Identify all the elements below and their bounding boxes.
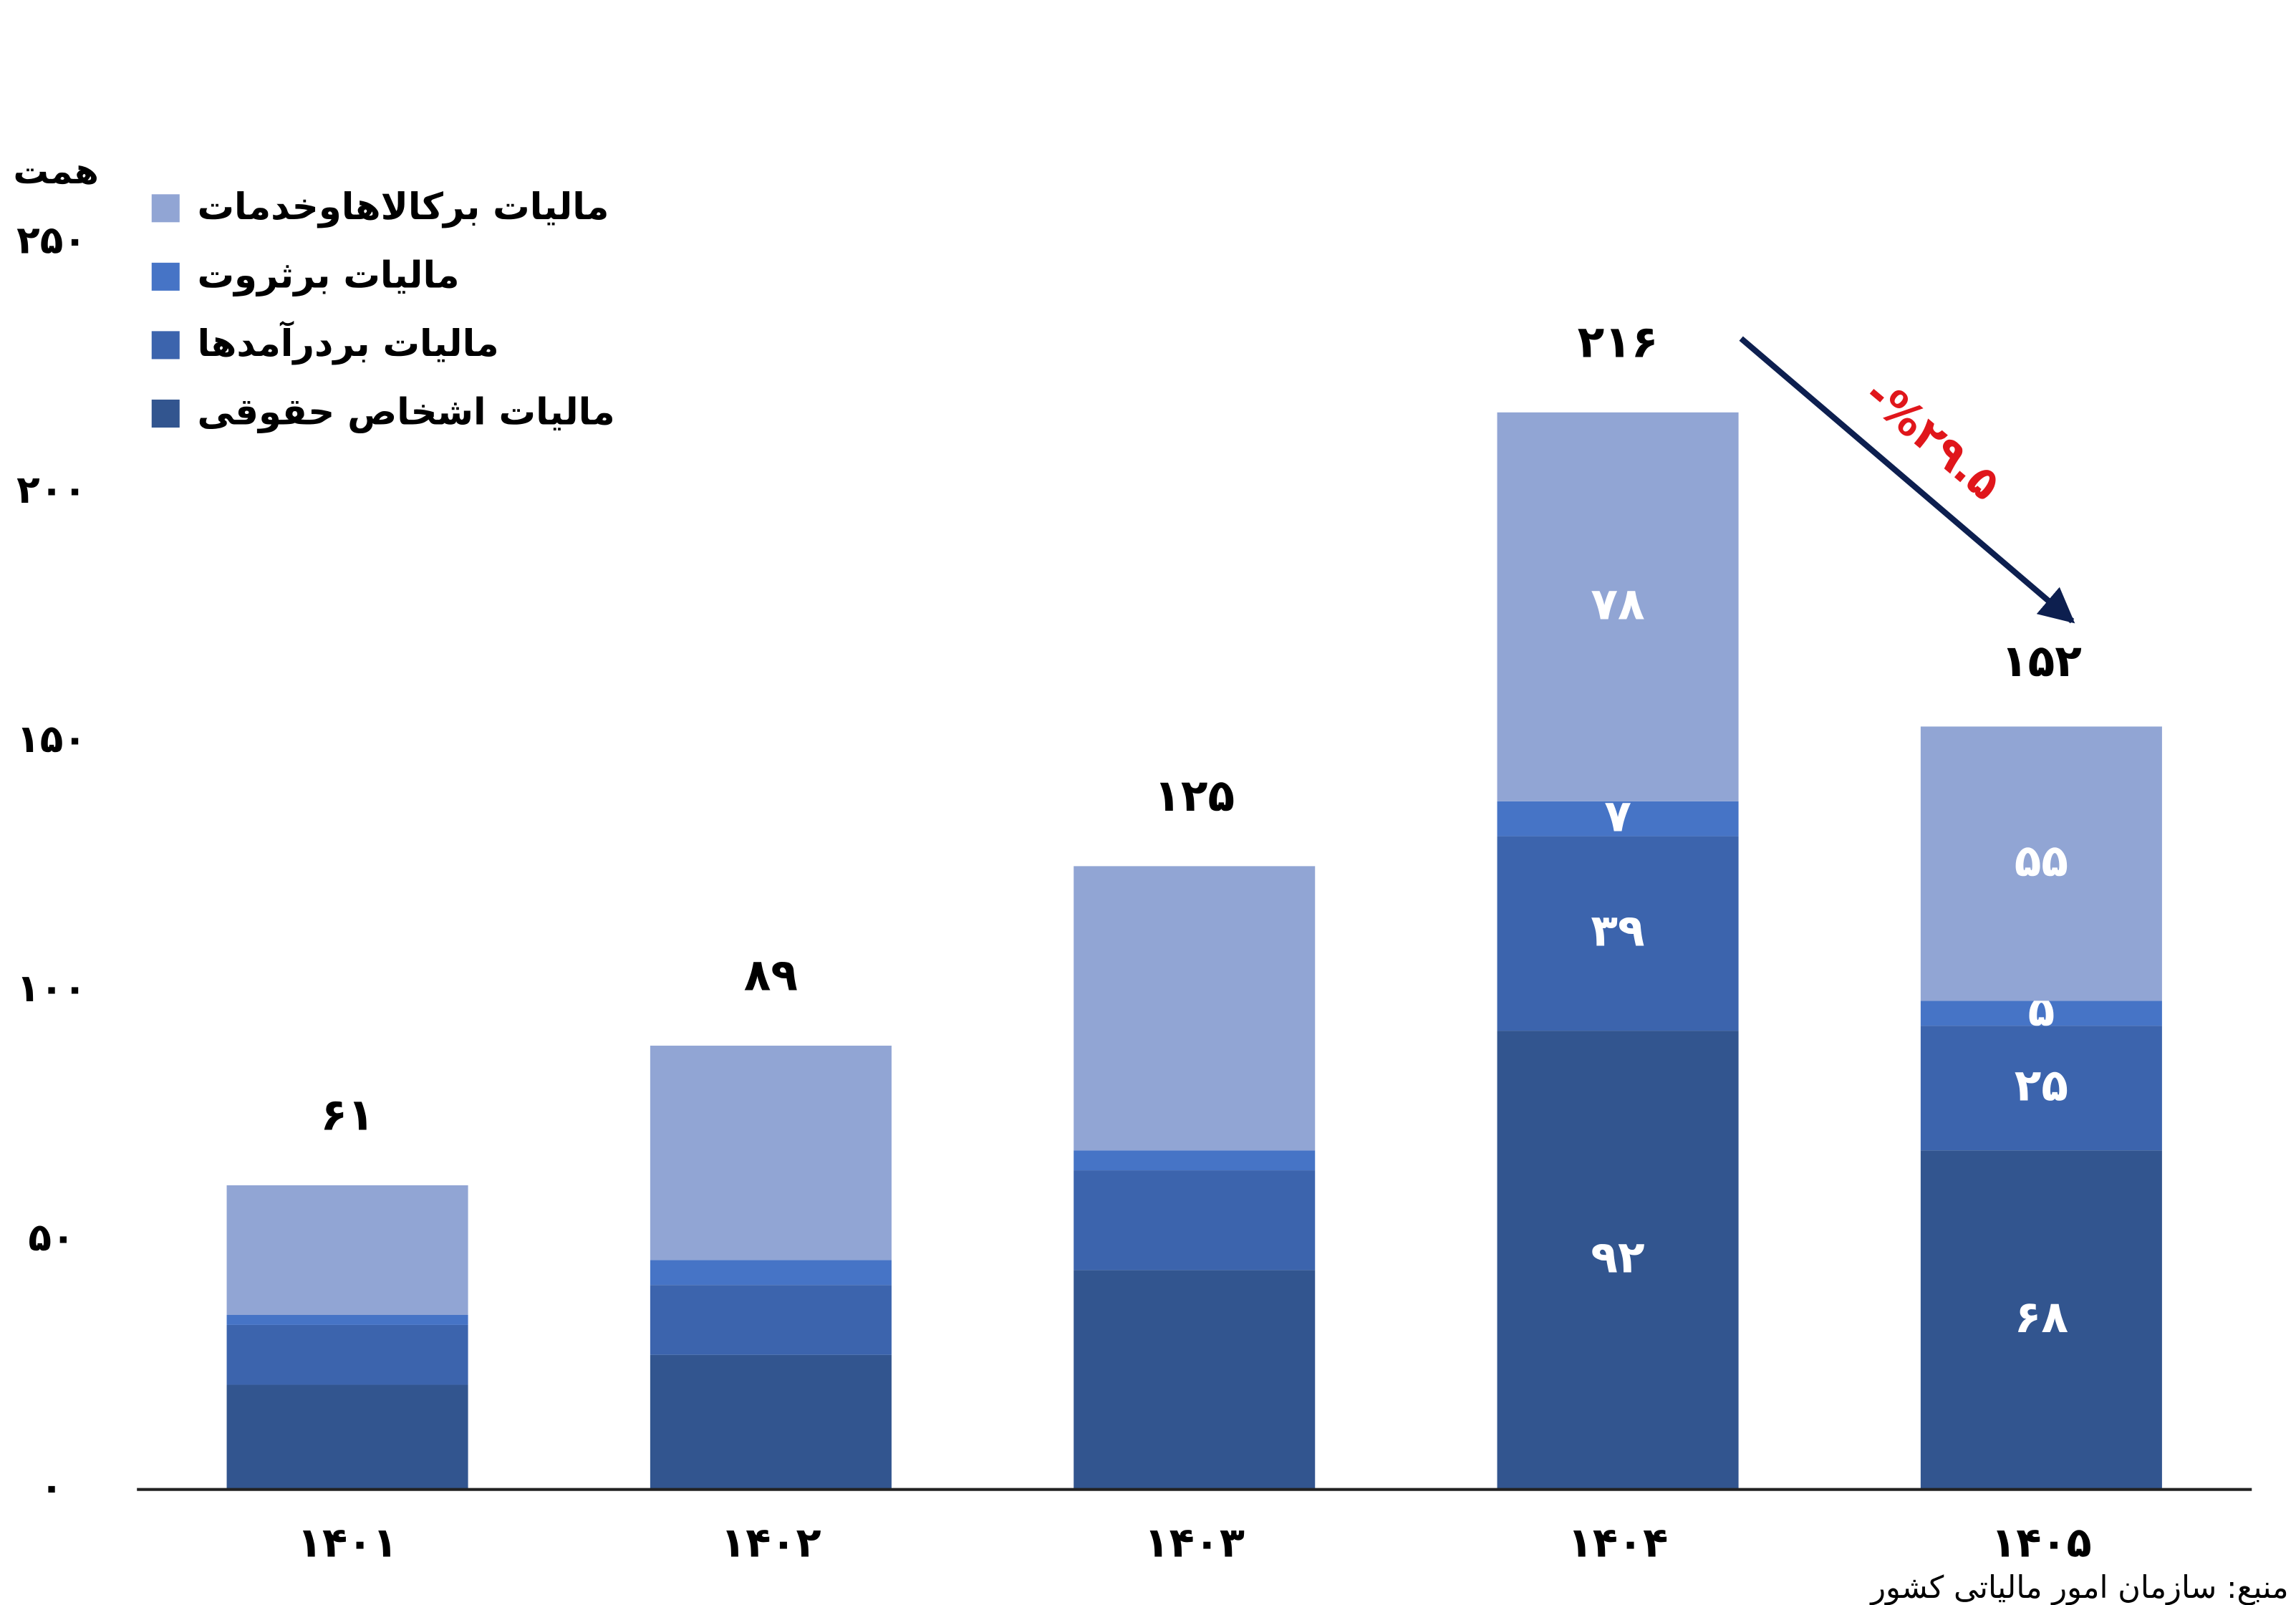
bar-segment bbox=[226, 1324, 468, 1385]
legend-label: مالیات اشخاص حقوقی bbox=[197, 390, 614, 433]
total-label: ۱۵۲ bbox=[2001, 635, 2082, 687]
x-tick-label: ۱۴۰۱ bbox=[297, 1518, 397, 1566]
unit-label: همت bbox=[13, 150, 98, 192]
legend-label: مالیات بردرآمدها bbox=[197, 320, 498, 365]
legend-label: مالیات برثروت bbox=[197, 254, 459, 297]
data-label: ۳۹ bbox=[1591, 905, 1644, 956]
bar-segment bbox=[1920, 726, 2162, 1001]
y-tick-label: ۱۵۰ bbox=[16, 716, 87, 761]
bar-segment bbox=[1497, 412, 1739, 801]
legend-swatch bbox=[151, 262, 180, 291]
trend-arrow bbox=[1739, 336, 2075, 624]
bar-segment bbox=[1497, 1031, 1739, 1490]
total-label: ۲۱۶ bbox=[1578, 316, 1659, 367]
x-tick-label: ۱۴۰۴ bbox=[1568, 1518, 1668, 1566]
bar-segment bbox=[226, 1314, 468, 1325]
bar-segment bbox=[1920, 1001, 2162, 1026]
y-tick-label: ۰ bbox=[40, 1464, 64, 1509]
x-tick-label: ۱۴۰۳ bbox=[1144, 1518, 1244, 1566]
bar-segment bbox=[650, 1046, 892, 1261]
legend-label: مالیات برکالاهاوخدمات bbox=[197, 185, 609, 228]
y-tick-label: ۲۰۰ bbox=[16, 467, 87, 512]
bar-segment bbox=[650, 1285, 892, 1355]
bar-segment bbox=[1074, 866, 1316, 1151]
bar-segment bbox=[1920, 1150, 2162, 1490]
bar-segment bbox=[1920, 1026, 2162, 1151]
total-label: ۸۹ bbox=[744, 950, 798, 1001]
bar-segment bbox=[1497, 836, 1739, 1031]
bar-segment bbox=[650, 1354, 892, 1490]
bar-segment bbox=[226, 1384, 468, 1490]
total-label: ۱۲۵ bbox=[1154, 770, 1235, 821]
y-tick-label: ۲۵۰ bbox=[16, 218, 87, 263]
legend-swatch bbox=[151, 399, 180, 428]
x-tick-label: ۱۴۰۲ bbox=[720, 1518, 821, 1566]
bar-segment bbox=[1497, 801, 1739, 837]
bar-segment bbox=[650, 1260, 892, 1286]
bar-segment bbox=[1074, 1270, 1316, 1490]
y-tick-label: ۱۰۰ bbox=[16, 965, 87, 1011]
source: منبع: سازمان امور مالیاتی کشور bbox=[1869, 1570, 2288, 1605]
y-tick-label: ۵۰ bbox=[28, 1215, 74, 1260]
data-label: ۵۵ bbox=[2015, 835, 2068, 887]
change-annotation: -%۲۹.۵ bbox=[1855, 368, 2011, 511]
data-label: ۲۵ bbox=[2015, 1059, 2068, 1111]
data-label: ۹۲ bbox=[1591, 1232, 1644, 1283]
data-label: ۷۸ bbox=[1591, 578, 1644, 630]
legend-swatch bbox=[151, 194, 180, 223]
bar-segment bbox=[226, 1185, 468, 1315]
legend-swatch bbox=[151, 331, 180, 360]
bar-segment bbox=[1074, 1150, 1316, 1171]
bar-segment bbox=[1074, 1170, 1316, 1271]
total-label: ۶۱ bbox=[320, 1089, 374, 1141]
x-tick-label: ۱۴۰۵ bbox=[1991, 1518, 2091, 1566]
data-label: ۶۸ bbox=[2015, 1291, 2068, 1343]
